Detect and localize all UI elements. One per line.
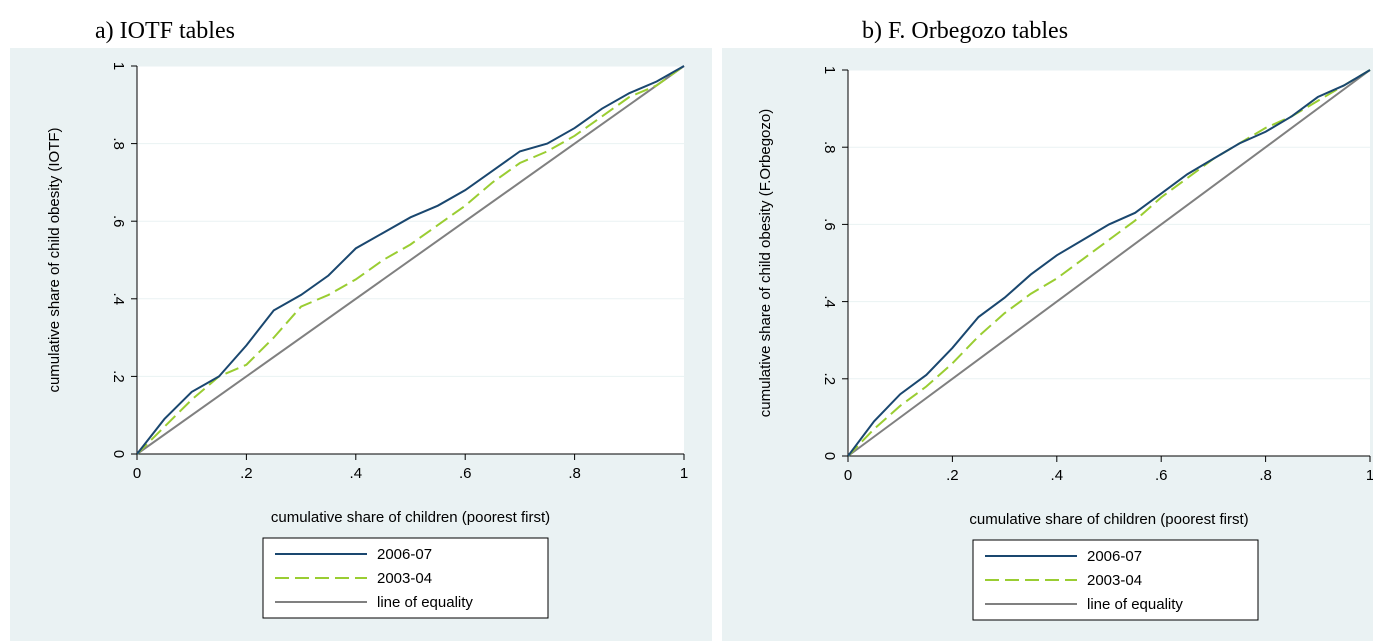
- x-tick-label: .4: [1051, 467, 1064, 484]
- y-tick-label: .6: [821, 218, 838, 231]
- y-tick-label: 0: [821, 452, 838, 460]
- x-axis-title: cumulative share of children (poorest fi…: [969, 511, 1248, 528]
- legend-label: 2003-04: [377, 570, 432, 587]
- y-tick-label: .6: [110, 215, 127, 228]
- series-line: [137, 65, 685, 455]
- legend-box: [262, 537, 549, 619]
- legend-label: 2003-04: [1087, 572, 1142, 589]
- x-tick-label: 1: [1366, 467, 1373, 484]
- y-tick-label: 1: [110, 62, 127, 70]
- legend-label: 2006-07: [377, 546, 432, 563]
- x-tick-label: .2: [946, 467, 959, 484]
- y-tick-label: .4: [821, 295, 838, 308]
- x-tick-label: .6: [1155, 467, 1168, 484]
- y-tick-label: .2: [110, 370, 127, 383]
- x-tick-label: .2: [240, 465, 253, 482]
- x-tick-label: 1: [680, 465, 688, 482]
- x-axis-title: cumulative share of children (poorest fi…: [271, 509, 550, 526]
- panel: b) F. Orbegozo tables 0 .2 .4 .6 .8 1 0 .2 .4 .6 .8…: [722, 18, 1373, 641]
- x-tick-label: .6: [459, 465, 472, 482]
- y-axis-title: cumulative share of child obesity (IOTF): [46, 127, 63, 392]
- y-tick-label: 1: [821, 66, 838, 74]
- y-tick-label: .8: [110, 137, 127, 150]
- series-line: [137, 65, 685, 455]
- series-line: [848, 69, 1371, 457]
- series-line: [137, 65, 685, 455]
- x-tick-label: 0: [844, 467, 852, 484]
- y-tick-label: .2: [821, 373, 838, 386]
- legend-label: 2006-07: [1087, 548, 1142, 565]
- series-line: [848, 69, 1371, 457]
- legend-label: line of equality: [1087, 596, 1183, 613]
- chart-title: a) IOTF tables: [95, 18, 235, 44]
- chart-title: b) F. Orbegozo tables: [862, 18, 1068, 44]
- panel: a) IOTF tables 0 .2 .4 .6 .8 1 0 .2 .4 .6 .8 1 cumula…: [10, 18, 712, 641]
- y-tick-label: 0: [110, 450, 127, 458]
- x-tick-label: .8: [568, 465, 581, 482]
- legend-box: [972, 539, 1259, 621]
- x-tick-label: .4: [350, 465, 363, 482]
- y-tick-label: .4: [110, 293, 127, 306]
- y-axis-title: cumulative share of child obesity (F.Orb…: [757, 109, 774, 417]
- x-tick-label: .8: [1259, 467, 1272, 484]
- x-tick-label: 0: [133, 465, 141, 482]
- y-tick-label: .8: [821, 141, 838, 154]
- legend-label: line of equality: [377, 594, 473, 611]
- series-line: [848, 69, 1371, 457]
